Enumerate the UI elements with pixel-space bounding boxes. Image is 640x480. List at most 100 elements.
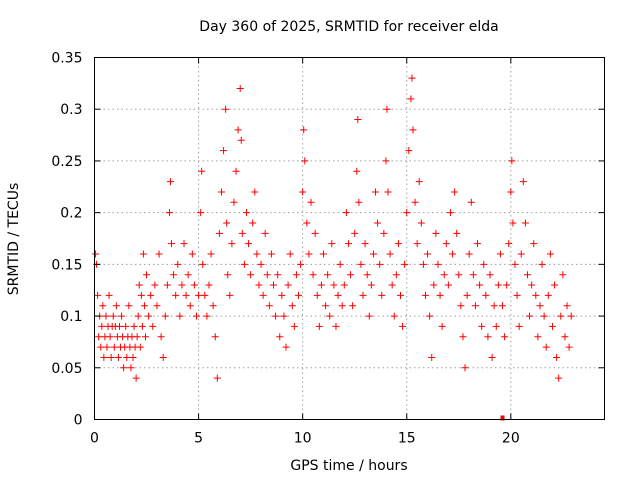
data-point xyxy=(110,343,118,351)
axis-ticks: 0 0.05 0.1 0.15 0.2 0.25 0.3 0.35 0 5 10 15 20 xyxy=(51,51,605,447)
data-point xyxy=(430,281,438,289)
data-point xyxy=(376,260,384,268)
data-point xyxy=(484,333,492,341)
data-point xyxy=(209,302,217,310)
data-point xyxy=(259,291,267,299)
data-point xyxy=(295,291,302,299)
data-point xyxy=(203,312,211,320)
data-point xyxy=(434,260,442,268)
data-point xyxy=(317,281,325,289)
data-point xyxy=(542,343,550,351)
data-point xyxy=(463,291,471,299)
data-point xyxy=(201,291,209,299)
data-point xyxy=(274,271,282,279)
data-point xyxy=(432,229,440,237)
data-point xyxy=(270,281,278,289)
data-point xyxy=(553,353,561,361)
data-point xyxy=(388,281,396,289)
data-point xyxy=(511,260,519,268)
data-point xyxy=(440,271,448,279)
data-point xyxy=(353,167,361,175)
data-point xyxy=(118,312,126,320)
data-point xyxy=(409,126,417,134)
data-point xyxy=(139,250,147,258)
data-point xyxy=(322,302,330,310)
data-point xyxy=(142,333,149,341)
data-point xyxy=(265,302,273,310)
data-point xyxy=(367,281,375,289)
data-point xyxy=(138,322,146,330)
data-point xyxy=(280,312,288,320)
data-point xyxy=(503,281,511,289)
data-point xyxy=(453,229,461,237)
data-point xyxy=(230,198,238,206)
data-point xyxy=(257,260,265,268)
data-point xyxy=(438,322,446,330)
data-point xyxy=(106,333,114,341)
data-point xyxy=(290,322,298,330)
data-point xyxy=(130,322,138,330)
data-point xyxy=(361,240,369,248)
data-point xyxy=(102,312,110,320)
data-point xyxy=(288,302,296,310)
data-point xyxy=(509,219,517,227)
data-point xyxy=(188,250,196,258)
data-point xyxy=(530,240,538,248)
data-point xyxy=(313,291,321,299)
data-point xyxy=(172,291,180,299)
data-point xyxy=(276,333,284,341)
data-point xyxy=(417,219,425,227)
data-point xyxy=(103,343,111,351)
data-point xyxy=(372,188,380,196)
data-point xyxy=(95,333,103,341)
data-point xyxy=(234,126,242,134)
data-point xyxy=(494,281,502,289)
data-point xyxy=(332,322,340,330)
data-point xyxy=(136,343,144,351)
data-point xyxy=(157,333,165,341)
data-point xyxy=(446,209,454,217)
data-point xyxy=(369,250,377,258)
data-point xyxy=(149,322,157,330)
data-point xyxy=(238,229,246,237)
data-point xyxy=(342,209,350,217)
data-point xyxy=(278,291,286,299)
data-point xyxy=(538,260,546,268)
data-point xyxy=(505,240,513,248)
data-point xyxy=(240,260,248,268)
data-point xyxy=(405,147,413,155)
data-point xyxy=(390,312,398,320)
y-tick-label: 0 xyxy=(74,413,83,429)
data-point xyxy=(309,271,317,279)
data-point xyxy=(355,198,363,206)
data-point xyxy=(451,188,459,196)
data-point xyxy=(263,271,271,279)
y-tick-label: 0.25 xyxy=(51,154,82,170)
data-point xyxy=(555,374,563,382)
data-point xyxy=(382,157,390,165)
data-point xyxy=(471,302,479,310)
data-point xyxy=(480,260,488,268)
data-point xyxy=(213,374,221,382)
data-point xyxy=(507,188,515,196)
x-tick-label: 20 xyxy=(502,431,520,447)
data-point xyxy=(207,250,215,258)
x-tick-label: 15 xyxy=(398,431,416,447)
data-point xyxy=(292,271,300,279)
data-point xyxy=(403,209,411,217)
data-point xyxy=(107,353,115,361)
data-point xyxy=(449,250,457,258)
data-point xyxy=(133,333,141,341)
data-point xyxy=(401,260,409,268)
data-point xyxy=(330,281,338,289)
data-point xyxy=(161,312,169,320)
data-point xyxy=(501,333,509,341)
data-point xyxy=(180,240,188,248)
data-point xyxy=(105,291,113,299)
data-point xyxy=(496,250,504,258)
x-tick-label: 5 xyxy=(194,431,203,447)
data-point xyxy=(147,291,155,299)
data-point xyxy=(242,209,250,217)
data-point xyxy=(476,281,484,289)
